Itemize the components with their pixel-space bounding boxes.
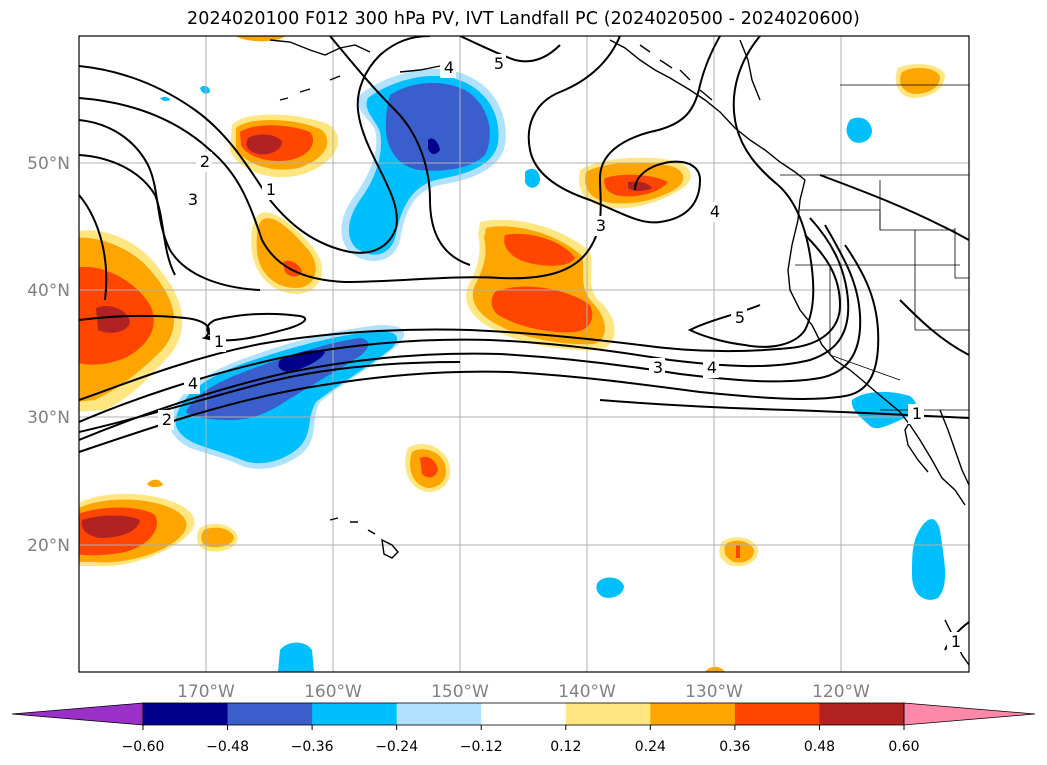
latitude-labels: 50°N 40°N 30°N 20°N — [27, 154, 70, 556]
lon-label: 130°W — [685, 682, 743, 702]
negative-anomaly-blob — [160, 96, 170, 102]
negative-anomaly-blob — [596, 577, 624, 598]
colorbar-tick-label: 0.12 — [550, 739, 581, 755]
negative-anomaly-blob — [525, 168, 540, 188]
colorbar-tick-label: −0.60 — [122, 739, 165, 755]
positive-anomaly-blob — [579, 157, 691, 209]
lon-label: 160°W — [304, 682, 362, 702]
colorbar-segment — [734, 703, 820, 725]
colorbar-tick-label: 0.36 — [719, 739, 750, 755]
negative-anomaly-blob — [200, 85, 210, 94]
graticule — [79, 36, 969, 672]
colorbar-segment — [396, 703, 482, 725]
contour-label: 4 — [184, 374, 200, 394]
figure-title: 2024020100 F012 300 hPa PV, IVT Landfall… — [187, 9, 860, 29]
colorbar-tick-label: 0.60 — [888, 739, 919, 755]
contour-label: 1 — [210, 332, 226, 352]
svg-text:3: 3 — [188, 190, 198, 209]
svg-text:4: 4 — [444, 58, 454, 77]
colorbar-segment — [481, 703, 567, 725]
colorbar-segments — [11, 702, 1036, 726]
colorbar: −0.60 −0.48 −0.36 −0.24 −0.12 0.12 0.24 0.36 0.4… — [11, 702, 1036, 755]
contour-label: 4 — [706, 202, 722, 222]
lon-label: 120°W — [812, 682, 870, 702]
svg-text:3: 3 — [596, 216, 606, 235]
lat-label: 30°N — [27, 408, 70, 428]
colorbar-tick-label: −0.12 — [460, 739, 503, 755]
positive-anomaly-blob — [147, 479, 163, 488]
positive-anomaly-blob — [705, 666, 725, 672]
lon-label: 170°W — [177, 682, 235, 702]
negative-anomaly-blob — [846, 117, 872, 143]
contour-label: 2 — [158, 410, 174, 430]
svg-text:2: 2 — [162, 410, 172, 429]
colorbar-tick-label: −0.36 — [291, 739, 334, 755]
lat-label: 40°N — [27, 281, 70, 301]
colorbar-tick-label: 0.48 — [804, 739, 835, 755]
colorbar-segment — [143, 703, 229, 725]
colorbar-segment — [312, 703, 398, 725]
contour-label: 4 — [703, 358, 719, 378]
negative-anomaly-blob — [278, 642, 314, 672]
contour-label: 5 — [490, 54, 506, 74]
positive-anomaly-blob — [719, 537, 759, 567]
svg-text:2: 2 — [200, 152, 210, 171]
positive-anomaly-blob — [895, 64, 945, 98]
lat-label: 20°N — [27, 536, 70, 556]
negative-anomaly-blob — [341, 68, 506, 262]
contour-label: 3 — [592, 216, 608, 236]
lat-label: 50°N — [27, 154, 70, 174]
colorbar-tick-label: −0.24 — [375, 739, 418, 755]
coastlines — [269, 39, 969, 666]
colorbar-extension-high — [903, 702, 1036, 726]
contour-label: 3 — [649, 358, 665, 378]
svg-text:4: 4 — [188, 374, 198, 393]
negative-anomaly-blob — [912, 519, 946, 600]
contour-label: 1 — [262, 180, 278, 200]
longitude-labels: 170°W 160°W 150°W 140°W 130°W 120°W — [177, 682, 870, 702]
map-panel — [79, 36, 969, 672]
colorbar-segment — [227, 703, 313, 725]
colorbar-tick-label: 0.24 — [635, 739, 666, 755]
positive-anomaly-blob — [466, 219, 615, 351]
svg-text:1: 1 — [951, 632, 961, 651]
contour-label: 2 — [196, 152, 212, 172]
contour-label: 4 — [440, 58, 456, 78]
contour-label: 1 — [947, 632, 963, 652]
svg-text:5: 5 — [735, 308, 745, 327]
colorbar-segment — [819, 703, 905, 725]
colorbar-segment — [565, 703, 651, 725]
contour-label: 1 — [908, 404, 924, 424]
svg-text:3: 3 — [653, 358, 663, 377]
svg-text:1: 1 — [266, 180, 276, 199]
colorbar-tick-label: −0.48 — [206, 739, 249, 755]
map-content: 2 3 1 4 5 3 4 3 4 5 1 4 2 1 1 — [79, 36, 969, 672]
positive-anomaly-blob — [405, 444, 451, 492]
svg-text:4: 4 — [710, 202, 720, 221]
contour-label: 5 — [731, 308, 747, 328]
colorbar-ticks: −0.60 −0.48 −0.36 −0.24 −0.12 0.12 0.24 0.36 0.4… — [122, 725, 920, 755]
svg-text:1: 1 — [912, 404, 922, 423]
svg-text:4: 4 — [707, 358, 717, 377]
political-borders — [780, 84, 969, 411]
colorbar-extension-low — [11, 702, 144, 726]
lon-label: 140°W — [558, 682, 616, 702]
contour-label: 3 — [184, 190, 200, 210]
map-border — [78, 35, 970, 673]
contour-label-layer: 2 3 1 4 5 3 4 3 4 5 1 4 2 1 1 — [158, 54, 963, 652]
colorbar-outline — [142, 702, 905, 726]
positive-anomaly-blob — [230, 114, 339, 178]
colorbar-segment — [650, 703, 736, 725]
lon-label: 150°W — [431, 682, 489, 702]
svg-text:1: 1 — [214, 332, 224, 351]
positive-anomaly-blob — [79, 493, 195, 567]
positive-anomaly-blob — [79, 230, 183, 412]
svg-text:5: 5 — [494, 54, 504, 73]
